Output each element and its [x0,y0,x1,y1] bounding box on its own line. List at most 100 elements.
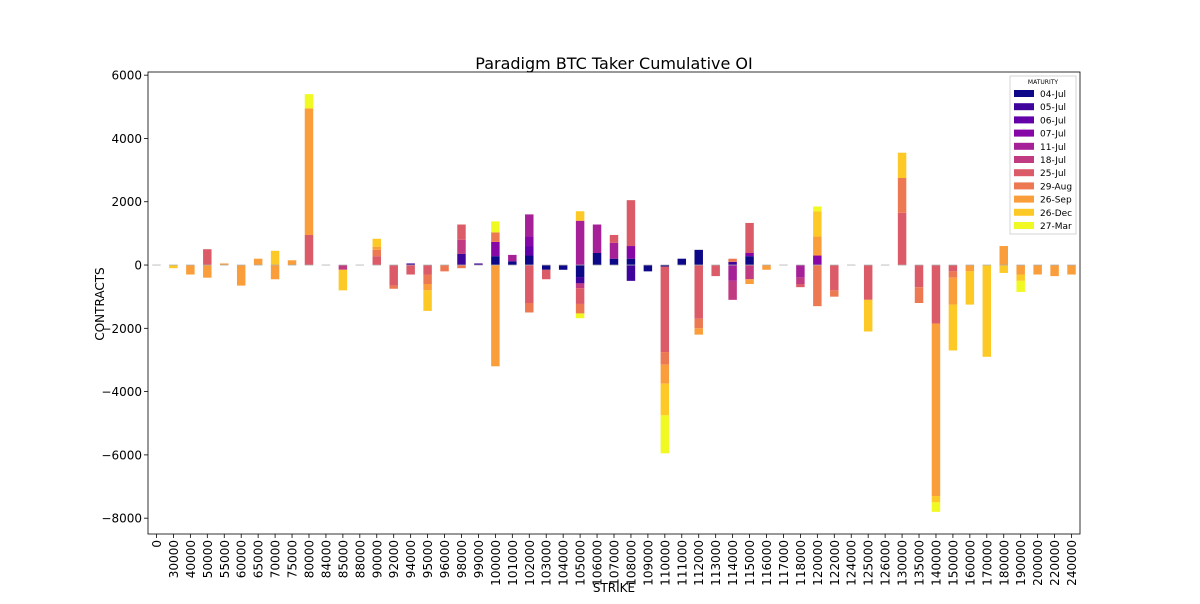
bar-segment [830,265,839,291]
y-tick-label: −2000 [101,322,142,336]
x-tick-label: 190000 [1014,540,1028,586]
bar-segment [186,265,195,275]
bar-segment [491,256,500,266]
bar-segment [169,265,178,269]
bar-segment [491,232,500,242]
y-tick-label: −4000 [101,385,142,399]
bar-segment [575,283,585,289]
legend-swatch [1014,156,1034,163]
x-tick-label: 101000 [506,540,520,586]
bar-segment [914,265,924,288]
bar-segment [931,496,941,503]
x-tick-label: 220000 [1048,540,1062,586]
bar-segment [626,246,636,259]
legend-swatch [1014,169,1034,177]
bar-segment [965,265,975,272]
bar-segment [982,265,992,357]
bar-segment [1050,265,1059,277]
bar-segment [423,265,432,275]
x-tick-label: 130000 [896,540,910,586]
x-tick-label: 65000 [252,540,266,578]
legend-swatch [1014,90,1034,97]
bar-segment [609,242,619,259]
x-tick-label: 80000 [302,540,316,578]
legend-label: 26-Sep [1040,196,1072,206]
y-axis-label: CONTRACTS [93,267,107,340]
bar-segment [541,265,551,270]
bar-segment [236,265,246,286]
bar-segment [626,258,636,266]
bar-segment [830,290,839,297]
bar-segment [813,206,822,212]
x-tick-label: 98000 [455,540,469,578]
bar-segment [457,265,466,269]
legend-label: 05-Jul [1040,103,1066,113]
legend-swatch [1014,116,1034,124]
bar-segment [745,279,754,285]
bar-segment [525,265,534,303]
bar-segment [677,258,687,266]
legend-swatch [1014,129,1034,137]
bar-segment [575,211,585,221]
bar-segment [1016,274,1025,281]
x-tick-label: 108000 [624,540,638,586]
x-tick-label: 84000 [319,540,333,578]
bar-segment [491,221,500,233]
x-tick-label: 110000 [658,540,672,586]
x-tick-label: 160000 [963,540,977,586]
bar-segment [203,249,212,266]
bar-segment [474,263,483,266]
bar-segment [457,224,466,240]
bar-segment [304,108,314,235]
x-tick-label: 105000 [574,540,588,586]
x-tick-label: 107000 [608,540,622,586]
bar-segment [372,256,381,266]
bar-segment [525,303,534,313]
x-tick-label: 104000 [557,540,571,586]
x-tick-label: 40000 [184,540,198,578]
legend-label: 04-Jul [1040,90,1066,100]
bar-segment [728,261,737,266]
bar-segment [575,313,585,319]
legend-title: MATURITY [1028,79,1058,86]
x-tick-label: 70000 [269,540,283,578]
x-tick-label: 50000 [201,540,215,578]
x-tick-label: 99000 [472,540,486,578]
bar-segment [609,258,619,266]
bar-segment [372,249,381,257]
bar-segment [287,260,297,266]
bar-segment [457,253,466,266]
x-tick-label: 112000 [692,540,706,586]
bar-segment [609,234,619,243]
x-tick-label: 170000 [980,540,994,586]
bar-segment [575,288,585,304]
legend-label: 06-Jul [1040,116,1066,126]
x-tick-label: 96000 [438,540,452,578]
legend-label: 26-Dec [1040,209,1072,219]
bar-segment [694,265,703,319]
x-tick-label: 109000 [641,540,655,586]
bar-segment [897,178,907,213]
bar-segment [965,271,975,305]
bar-segment [1033,265,1042,275]
legend-items: 04-Jul 05-Jul 06-Jul 07-Jul 11-Jul 18-Jul 25-J… [1014,90,1072,232]
bar-segment [660,265,670,267]
x-tick-label: 135000 [913,540,927,586]
bar-segment [491,241,500,257]
legend-swatch [1014,103,1034,111]
bar-segment [694,328,703,335]
x-tick-label: 111000 [675,540,689,586]
bar-segment [372,246,381,250]
bar-segment [508,261,517,266]
x-tick-label: 140000 [929,540,943,586]
bar-segment [948,304,958,351]
bar-segment [745,256,754,266]
legend-box [1009,75,1077,235]
bar-segment [508,254,517,262]
legend-swatch [1014,208,1034,216]
bar-segment [1067,265,1076,275]
bar-segment [796,277,805,285]
x-tick-label: 30000 [167,540,181,578]
legend-swatch [1014,182,1034,190]
